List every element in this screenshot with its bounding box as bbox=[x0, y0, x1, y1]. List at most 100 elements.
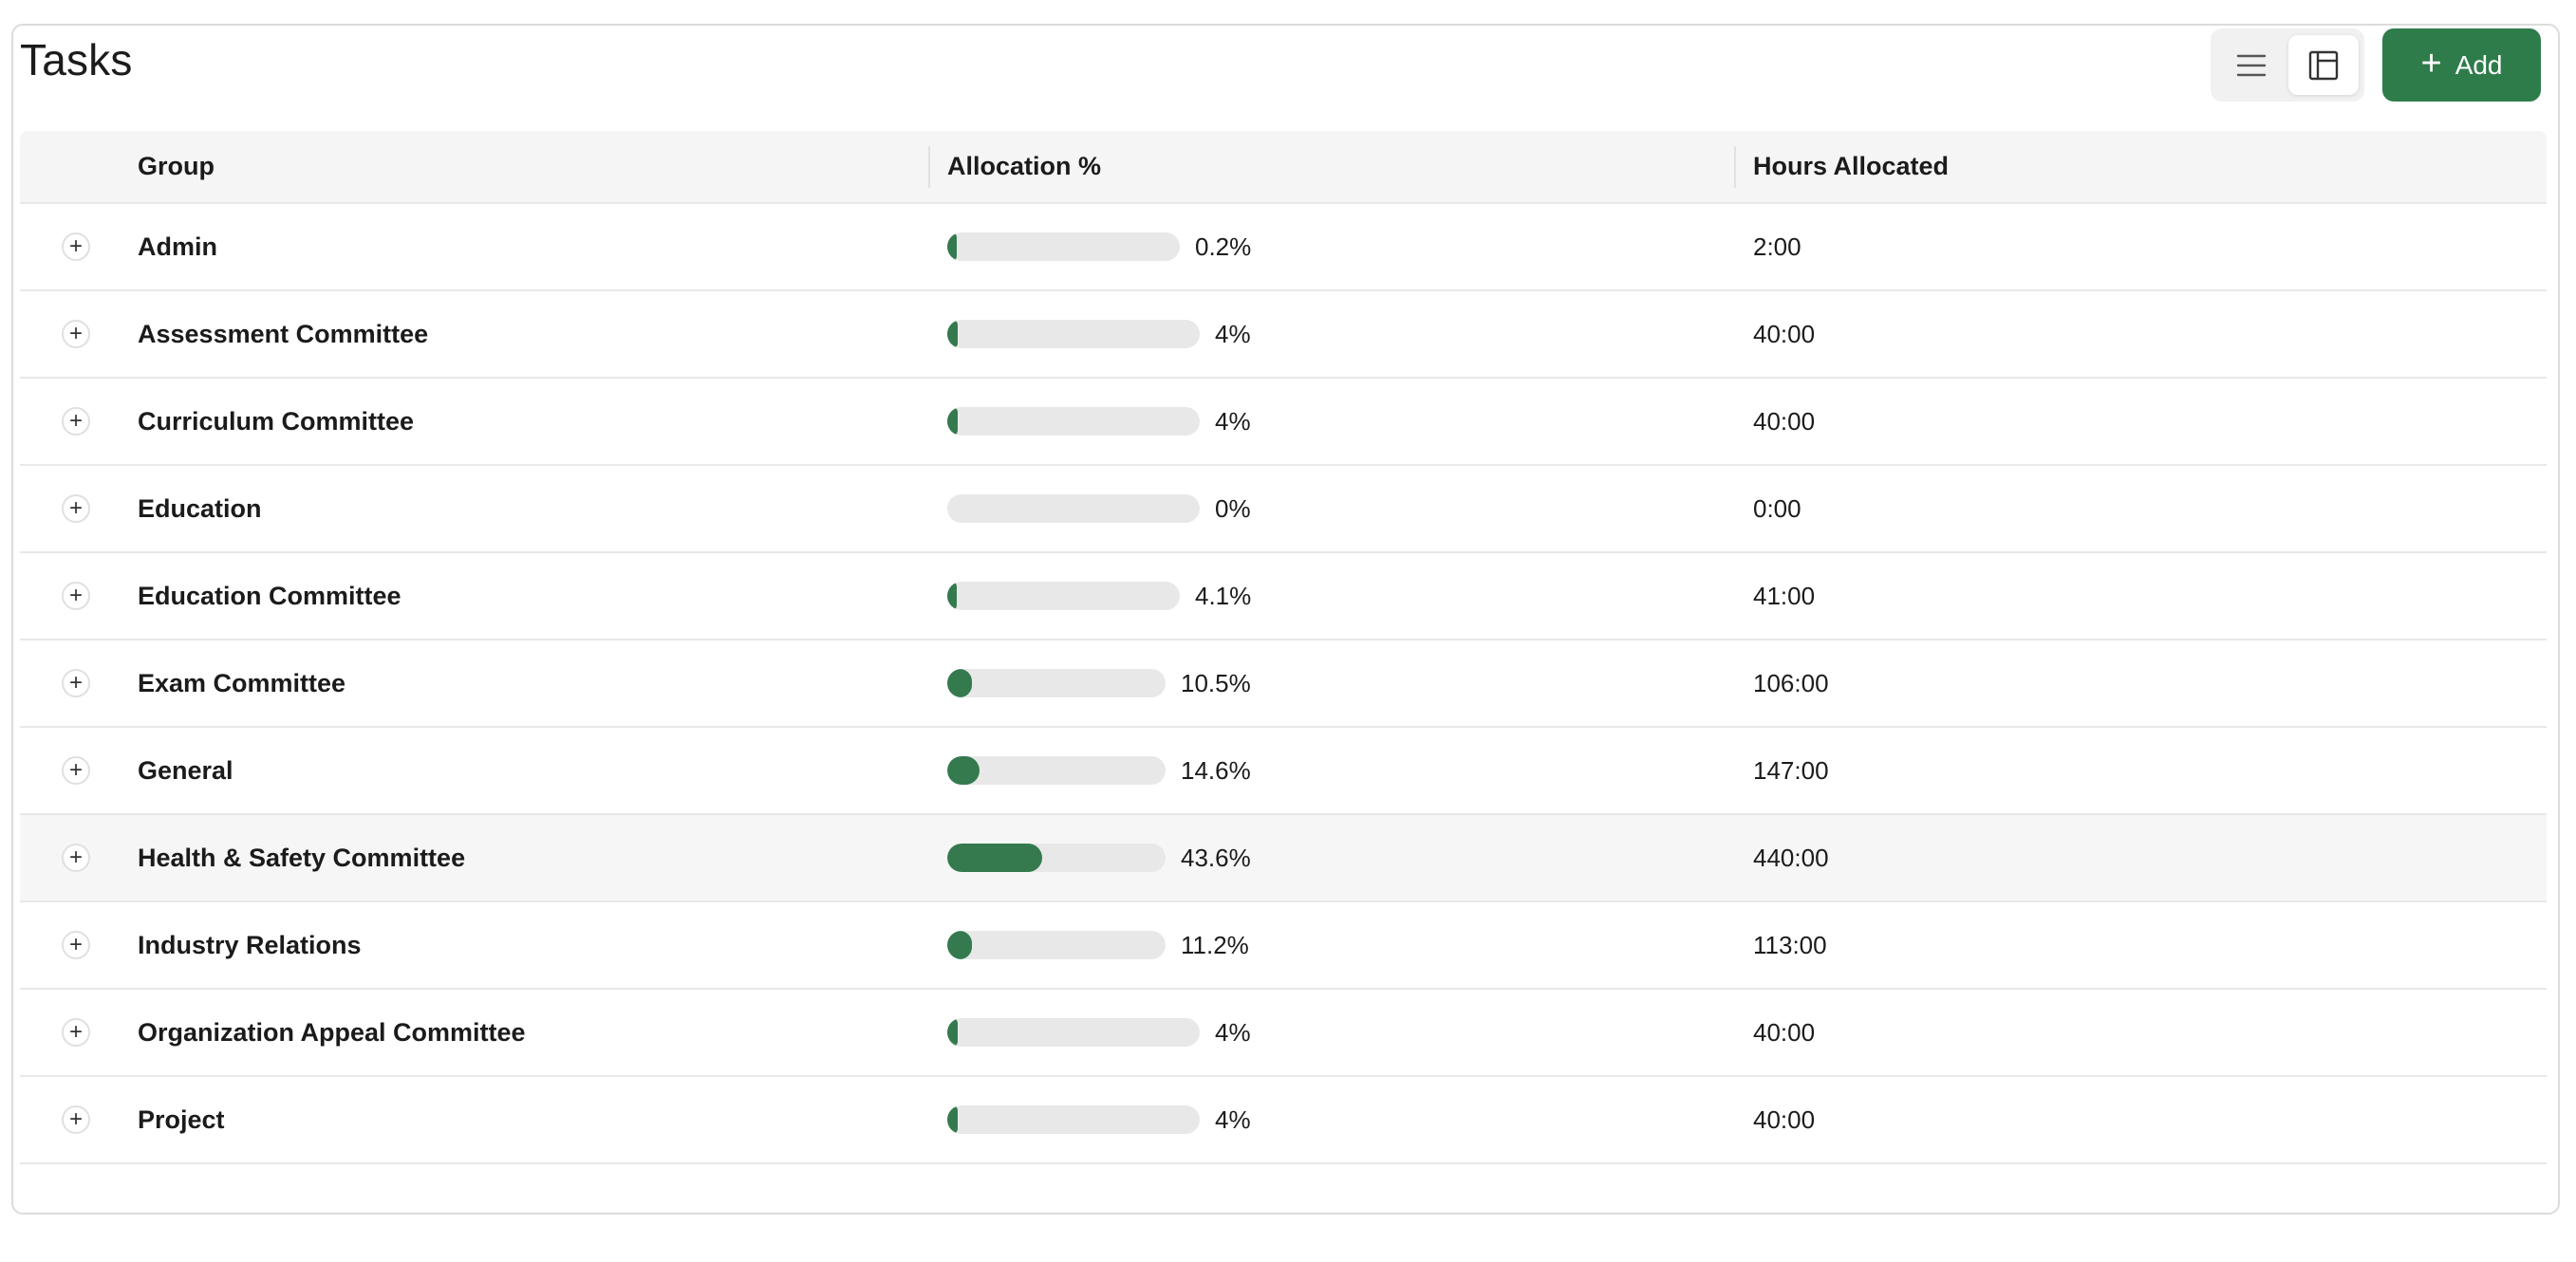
tasks-card bbox=[11, 24, 2560, 1215]
allocation-progress-fill bbox=[947, 844, 1043, 872]
expand-row-plus-icon[interactable]: + bbox=[62, 669, 90, 697]
table-row[interactable]: + Exam Committee 10.5% 106:00 bbox=[20, 640, 2547, 728]
hours-allocated: 2:00 bbox=[1753, 232, 1801, 261]
column-divider[interactable] bbox=[928, 146, 930, 188]
allocation-progress-fill bbox=[947, 669, 972, 697]
allocation-progress-bar bbox=[947, 582, 1180, 610]
group-name: Assessment Committee bbox=[138, 319, 429, 348]
allocation-progress-fill bbox=[947, 320, 958, 348]
group-name: Organization Appeal Committee bbox=[138, 1017, 526, 1047]
group-name: General bbox=[138, 755, 233, 785]
column-header-allocation[interactable]: Allocation % bbox=[947, 152, 1102, 180]
add-button[interactable]: + Add bbox=[2382, 28, 2541, 102]
allocation-percent: 4% bbox=[1215, 1017, 1251, 1047]
allocation-progress-bar bbox=[947, 320, 1200, 348]
expand-row-plus-icon[interactable]: + bbox=[62, 232, 90, 261]
hours-allocated: 106:00 bbox=[1753, 668, 1829, 697]
allocation-progress-fill bbox=[947, 582, 958, 610]
table-row[interactable]: + Project 4% 40:00 bbox=[20, 1077, 2547, 1164]
expand-row-plus-icon[interactable]: + bbox=[62, 931, 90, 959]
group-name: Project bbox=[138, 1104, 225, 1134]
allocation-cell: 0.2% bbox=[947, 204, 1251, 289]
allocation-cell: 0% bbox=[947, 466, 1251, 551]
allocation-progress-bar bbox=[947, 756, 1166, 785]
hours-allocated: 113:00 bbox=[1753, 930, 1827, 959]
allocation-cell: 4% bbox=[947, 1077, 1251, 1162]
allocation-percent: 0% bbox=[1215, 493, 1251, 523]
hours-allocated: 40:00 bbox=[1753, 319, 1816, 348]
expand-row-plus-icon[interactable]: + bbox=[62, 756, 90, 785]
hours-allocated: 40:00 bbox=[1753, 406, 1816, 436]
allocation-percent: 43.6% bbox=[1181, 843, 1251, 872]
layout-panel-icon bbox=[2308, 50, 2339, 80]
allocation-progress-fill bbox=[947, 407, 958, 436]
allocation-cell: 4% bbox=[947, 379, 1251, 464]
list-lines-icon bbox=[2236, 54, 2267, 76]
table-row[interactable]: + Admin 0.2% 2:00 bbox=[20, 204, 2547, 291]
group-name: Admin bbox=[138, 232, 217, 261]
hours-allocated: 40:00 bbox=[1753, 1017, 1816, 1047]
allocation-cell: 4.1% bbox=[947, 553, 1251, 639]
grid-view-button[interactable] bbox=[2288, 35, 2359, 95]
allocation-percent: 4% bbox=[1215, 319, 1251, 348]
column-header-hours[interactable]: Hours Allocated bbox=[1753, 152, 1950, 180]
table-row[interactable]: + Education Committee 4.1% 41:00 bbox=[20, 553, 2547, 640]
allocation-percent: 4% bbox=[1215, 1104, 1251, 1134]
allocation-percent: 4% bbox=[1215, 406, 1251, 436]
allocation-progress-bar bbox=[947, 232, 1180, 261]
column-header-group[interactable]: Group bbox=[138, 152, 215, 180]
allocation-cell: 11.2% bbox=[947, 902, 1249, 988]
allocation-cell: 4% bbox=[947, 291, 1251, 377]
group-name: Exam Committee bbox=[138, 668, 346, 697]
allocation-progress-bar bbox=[947, 407, 1200, 436]
table-row[interactable]: + General 14.6% 147:00 bbox=[20, 728, 2547, 815]
table-header: Group Allocation % Hours Allocated bbox=[20, 131, 2547, 204]
view-toggle bbox=[2211, 28, 2364, 102]
group-name: Health & Safety Committee bbox=[138, 843, 466, 872]
expand-row-plus-icon[interactable]: + bbox=[62, 494, 90, 523]
allocation-progress-fill bbox=[947, 931, 972, 959]
hours-allocated: 40:00 bbox=[1753, 1104, 1816, 1134]
hours-allocated: 147:00 bbox=[1753, 755, 1829, 785]
expand-row-plus-icon[interactable]: + bbox=[62, 1105, 90, 1134]
allocation-cell: 10.5% bbox=[947, 640, 1251, 726]
allocation-cell: 43.6% bbox=[947, 815, 1251, 900]
allocation-percent: 10.5% bbox=[1181, 668, 1251, 697]
hours-allocated: 0:00 bbox=[1753, 493, 1801, 523]
allocation-percent: 4.1% bbox=[1195, 581, 1252, 610]
allocation-percent: 0.2% bbox=[1195, 232, 1252, 261]
table-row[interactable]: + Curriculum Committee 4% 40:00 bbox=[20, 379, 2547, 466]
expand-row-plus-icon[interactable]: + bbox=[62, 320, 90, 348]
column-divider[interactable] bbox=[1734, 146, 1736, 188]
add-button-label: Add bbox=[2455, 49, 2503, 80]
allocation-progress-bar bbox=[947, 494, 1200, 523]
page-title: Tasks bbox=[20, 35, 133, 84]
expand-row-plus-icon[interactable]: + bbox=[62, 844, 90, 872]
hours-allocated: 440:00 bbox=[1753, 843, 1829, 872]
table-row[interactable]: + Organization Appeal Committee 4% 40:00 bbox=[20, 990, 2547, 1077]
table-row[interactable]: + Assessment Committee 4% 40:00 bbox=[20, 291, 2547, 379]
expand-row-plus-icon[interactable]: + bbox=[62, 582, 90, 610]
allocation-progress-bar bbox=[947, 931, 1166, 959]
allocation-percent: 11.2% bbox=[1181, 930, 1249, 959]
group-name: Industry Relations bbox=[138, 930, 362, 959]
allocation-cell: 4% bbox=[947, 990, 1251, 1075]
allocation-progress-fill bbox=[947, 756, 980, 785]
allocation-percent: 14.6% bbox=[1181, 755, 1251, 785]
hours-allocated: 41:00 bbox=[1753, 581, 1816, 610]
group-name: Education bbox=[138, 493, 262, 523]
list-view-button[interactable] bbox=[2216, 35, 2287, 95]
table-row[interactable]: + Health & Safety Committee 43.6% 440:00 bbox=[20, 815, 2547, 902]
table-body: + Admin 0.2% 2:00 + Assessment Committee 4% 40:… bbox=[20, 204, 2547, 1164]
expand-row-plus-icon[interactable]: + bbox=[62, 407, 90, 436]
allocation-cell: 14.6% bbox=[947, 728, 1251, 813]
allocation-progress-bar bbox=[947, 844, 1166, 872]
table-row[interactable]: + Industry Relations 11.2% 113:00 bbox=[20, 902, 2547, 990]
allocation-progress-bar bbox=[947, 1018, 1200, 1047]
table-row[interactable]: + Education 0% 0:00 bbox=[20, 466, 2547, 553]
tasks-table: Group Allocation % Hours Allocated + Admi… bbox=[20, 131, 2547, 1164]
allocation-progress-fill bbox=[947, 1018, 958, 1047]
expand-row-plus-icon[interactable]: + bbox=[62, 1018, 90, 1047]
group-name: Curriculum Committee bbox=[138, 406, 415, 436]
allocation-progress-fill bbox=[947, 1105, 958, 1134]
